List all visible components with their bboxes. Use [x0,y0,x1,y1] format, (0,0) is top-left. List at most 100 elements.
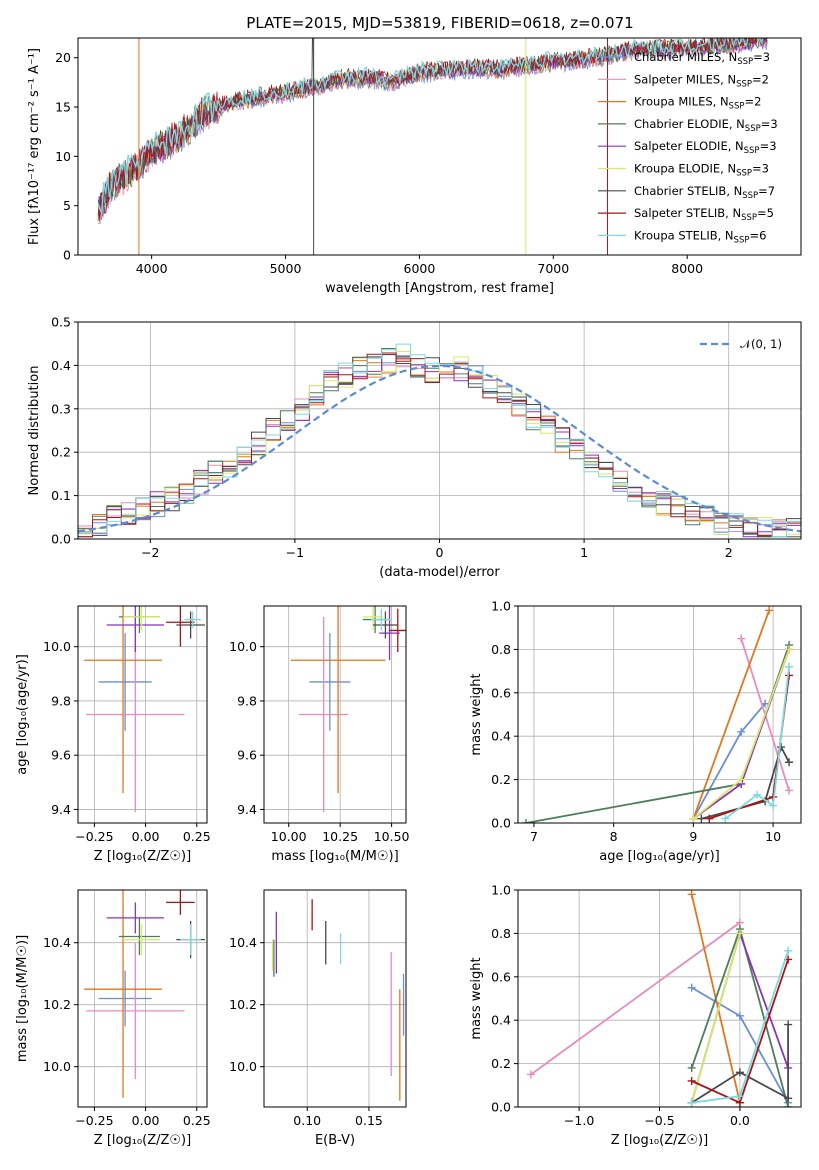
x-axis-label: (data-model)/error [379,565,500,580]
legend-subscript: SSP [737,57,753,67]
y-tick-label: 10.0 [229,639,257,654]
legend-count: =6 [749,228,766,242]
legend-subscript: SSP [736,169,752,179]
y-tick-label: 10.0 [229,1059,257,1074]
legend-name: Kroupa ELODIE, N [634,162,736,176]
legend-name: Chabrier MILES, N [634,50,737,64]
y-tick-label: 0.4 [491,1013,511,1028]
legend-count: =3 [752,162,769,176]
series-marker [784,1094,793,1103]
y-tick-label: 9.8 [237,693,257,708]
legend-count: =3 [753,50,770,64]
y-tick-label: 0.4 [491,729,511,744]
y-axis-label: Flux [fλ10⁻¹⁷ erg cm⁻² s⁻¹ A⁻¹] [27,48,42,245]
legend-name: Kroupa MILES, N [634,95,729,109]
x-tick-label: 1 [580,545,588,560]
series-marker [687,1098,696,1107]
panel-mass-vs-Z: −0.25 0.00 0.25 10.0 10.2 10.4 Z [log₁₀(Z/Z☉)]… [15,889,211,1148]
y-tick-label: 9.8 [51,693,71,708]
panel-spectrum: 4000 5000 6000 7000 8000 0 5 10 15 20 wavelength [… [27,37,802,296]
series-marker [753,790,762,799]
x-axis-label: age [log₁₀(age/yr)] [599,849,720,864]
x-tick-label: 0 [436,545,444,560]
x-tick-label: −2 [141,545,159,560]
y-tick-label: 10.4 [229,935,257,950]
legend-subscript: SSP [741,213,757,223]
x-tick-label: 10 [765,829,781,844]
x-tick-label: 10.50 [374,829,410,844]
x-tick-label: 4000 [136,261,168,276]
axes-frame [77,889,208,1108]
y-tick-label: 0.6 [491,969,511,984]
panel-residuals: −2 −1 0 1 2 0.0 0.1 0.2 0.3 0.4 0.5 (data-model)/er… [27,315,802,580]
y-tick-label: 10 [55,149,71,164]
series-marker [735,1011,744,1020]
legend-count: =2 [744,95,761,109]
x-tick-label: 0.00 [132,829,160,844]
series-line [690,933,741,1103]
y-tick-label: 9.4 [51,802,71,817]
series-marker [526,1070,535,1079]
legend-entry: Chabrier ELODIE, NSSP=3 [634,117,778,134]
legend-name: Salpeter STELIB, N [634,206,741,220]
panel-mass-vs-ebv: 0.10 0.15 10.0 10.2 10.4 E(B-V) [229,889,407,1148]
series-marker [689,814,698,823]
series-marker [735,1092,744,1101]
series-marker [687,983,696,992]
legend-entry: Chabrier STELIB, NSSP=7 [634,184,775,201]
y-tick-label: 9.4 [237,802,257,817]
plot-area [84,606,205,813]
y-tick-label: 0.4 [51,358,71,373]
series-marker [784,1020,793,1029]
plot-area [97,38,768,255]
spectrum-line [97,38,764,216]
series-marker [784,1103,793,1107]
axes-frame [77,605,208,824]
series-marker [785,645,794,654]
y-tick-label: 0.6 [491,685,511,700]
y-axis-label: Normed distribution [27,366,42,496]
histogram-step [78,352,801,539]
y-tick-label: 0.0 [51,532,71,547]
y-tick-label: 10.2 [229,997,257,1012]
plot-area [526,890,793,1107]
x-tick-label: 2 [725,545,733,560]
panel-age-vs-Z: −0.25 0.00 0.25 9.4 9.6 9.8 10.0 Z [log₁₀(Z/Z☉)… [15,605,211,864]
series-marker [687,890,696,899]
x-axis-label: E(B-V) [315,1133,355,1148]
legend-count: =7 [758,184,775,198]
legend-count: =3 [760,139,777,153]
series-marker [735,929,744,938]
y-tick-label: 0 [63,248,71,263]
legend-name: Salpeter MILES, N [634,72,736,86]
x-axis-label: wavelength [Angstrom, rest frame] [325,281,554,296]
axes-frame [263,605,407,824]
axes-frame [77,321,802,540]
legend-entry: 𝒩(0, 1) [740,337,782,351]
plot-area [78,343,801,539]
x-tick-label: 10.00 [271,829,307,844]
y-tick-label: 0.2 [491,1056,511,1071]
legend-name: Chabrier STELIB, N [634,184,742,198]
axes-frame [263,889,407,1108]
series-marker [777,743,786,752]
legend-count: =3 [761,117,778,131]
y-axis-label: mass weight [469,957,484,1039]
x-tick-label: 5000 [270,261,302,276]
y-tick-label: 0.8 [491,926,511,941]
x-axis-label: mass [log₁₀(M/M☉)] [271,849,398,864]
x-tick-label: 7000 [537,261,569,276]
x-axis-label: Z [log₁₀(Z/Z☉)] [94,1133,191,1148]
panel-age-vs-mass: 10.00 10.25 10.50 9.4 9.6 9.8 10.0 mass [log₁₀(… [229,605,410,864]
axes-frame [517,605,802,824]
x-tick-label: 0.00 [132,1113,160,1128]
axes-frame [77,37,802,256]
legend-subscript: SSP [744,146,760,156]
series-marker [769,801,778,810]
x-tick-label: 0.10 [293,1113,321,1128]
series-marker [687,1063,696,1072]
series-line [530,921,741,1076]
legend-subscript: SSP [745,124,761,134]
series-marker [721,814,730,823]
y-tick-label: 10.0 [43,639,71,654]
